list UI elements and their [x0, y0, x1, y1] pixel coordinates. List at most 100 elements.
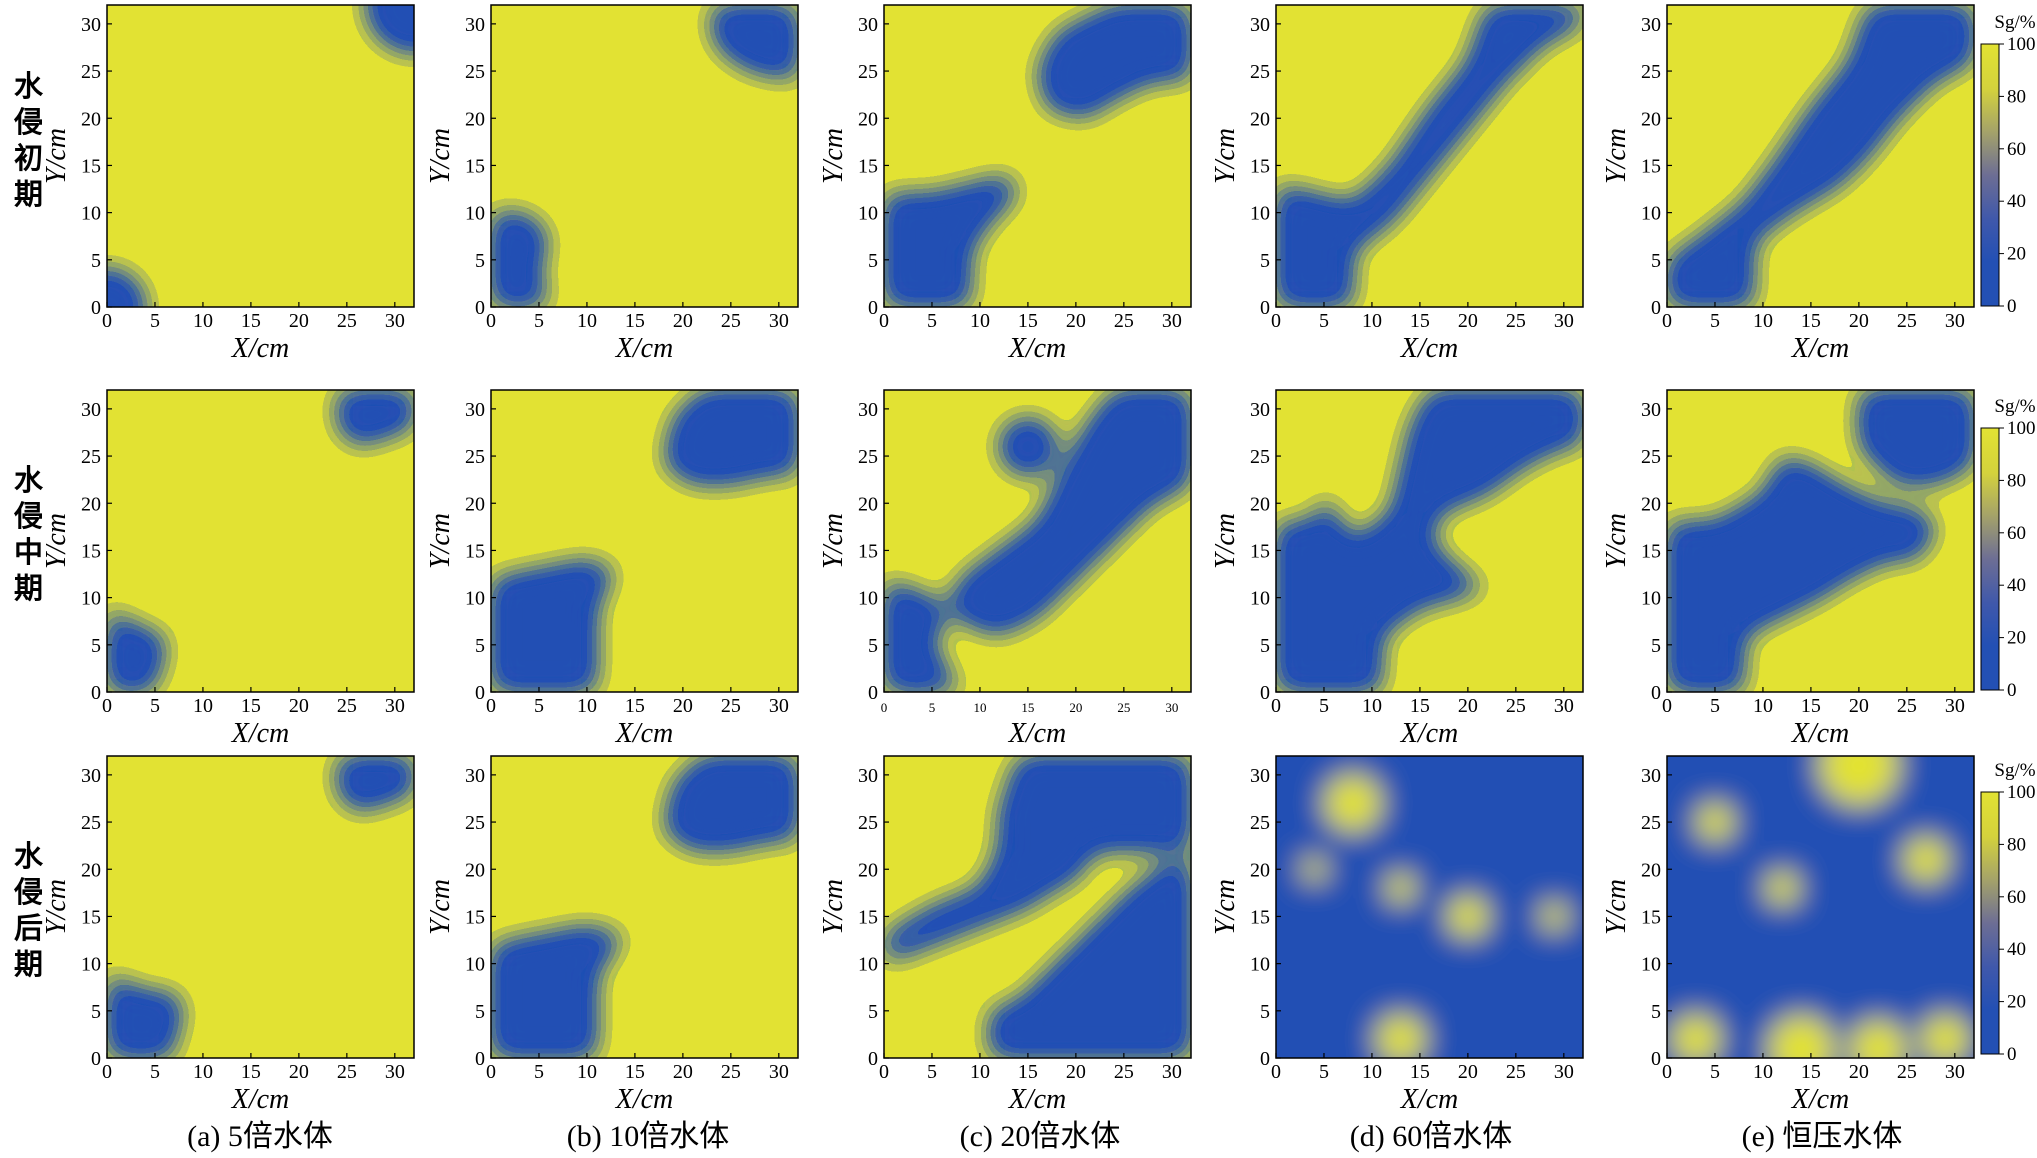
y-axis-label: Y/cm — [1601, 128, 1632, 184]
x-tick-label: 15 — [241, 695, 261, 717]
x-tick-label: 10 — [577, 1061, 597, 1083]
x-tick-label: 30 — [385, 695, 405, 717]
column-captions: (a) 5倍水体 (b) 10倍水体 (c) 20倍水体 (d) 60倍水体 (… — [187, 1120, 1902, 1153]
x-tick-label: 30 — [1945, 1061, 1965, 1083]
y-tick-label: 0 — [91, 297, 101, 319]
colorbar-tick-label: 80 — [2007, 86, 2026, 107]
x-tick-label: 25 — [721, 310, 741, 332]
y-tick-label: 0 — [475, 1048, 485, 1070]
x-tick-label: 5 — [534, 695, 544, 717]
y-axis-label: Y/cm — [41, 128, 72, 184]
row-label-2-char-4: 期 — [14, 572, 43, 605]
y-tick-label: 30 — [858, 765, 878, 787]
row-label-2-char-1: 水 — [14, 464, 44, 497]
x-tick-label: 0 — [1271, 310, 1281, 332]
panel-r2-c1: 0 5 10 15 20 25 30 0 5 10 15 20 25 30 X/cm Y/cm — [41, 389, 415, 749]
x-tick-label: 0 — [102, 695, 112, 717]
colorbars: Sg/%020406080100Sg/%020406080100Sg/%0204… — [1980, 12, 2036, 1065]
y-tick-label: 0 — [1651, 1048, 1661, 1070]
x-tick-label: 15 — [625, 1061, 645, 1083]
y-tick-label: 25 — [858, 61, 878, 83]
x-tick-label: 15 — [1018, 310, 1038, 332]
y-tick-label: 30 — [1250, 765, 1270, 787]
colorbar-tick-label: 60 — [2007, 139, 2026, 160]
x-tick-label: 10 — [1753, 1061, 1773, 1083]
plot-frame — [106, 4, 415, 308]
y-tick-label: 0 — [475, 297, 485, 319]
plot-frame — [1666, 4, 1975, 308]
y-tick-label: 15 — [81, 155, 101, 177]
x-tick-label: 20 — [1458, 310, 1478, 332]
x-axis-label: X/cm — [1791, 718, 1850, 749]
x-tick-label: 0 — [486, 695, 496, 717]
x-tick-label: 5 — [534, 1061, 544, 1083]
y-tick-label: 5 — [91, 1001, 101, 1023]
colorbar-tick-label: 40 — [2007, 939, 2026, 960]
x-tick-label: 30 — [769, 695, 789, 717]
y-tick-label: 15 — [1250, 906, 1270, 928]
x-axis-label: X/cm — [1400, 333, 1459, 364]
water-layer — [491, 756, 798, 1058]
plot-frame — [883, 4, 1192, 308]
x-tick-label: 0 — [879, 1061, 889, 1083]
colorbar-1: Sg/% 0 20 40 60 80 100 — [1980, 12, 2036, 317]
x-tick-label: 15 — [241, 310, 261, 332]
heatmap-panels: 0 5 10 15 20 25 30 0 5 10 15 20 25 30 X/cm Y/cm 0 5 10 15 20… — [41, 4, 1975, 1115]
saturation-field — [884, 5, 1191, 307]
gas-pocket-5 — [1767, 1014, 1835, 1058]
x-tick-label: 0 — [879, 310, 889, 332]
saturation-field — [491, 756, 798, 1058]
y-tick-label: 10 — [1641, 203, 1661, 225]
x-axis-label: X/cm — [1791, 333, 1850, 364]
row-label-1-char-4: 期 — [14, 178, 43, 211]
y-tick-label: 20 — [858, 108, 878, 130]
y-tick-label: 15 — [81, 540, 101, 562]
y-tick-label: 5 — [1260, 250, 1270, 272]
x-tick-label: 25 — [337, 310, 357, 332]
x-tick-label: 25 — [1506, 310, 1526, 332]
y-tick-label: 0 — [1651, 297, 1661, 319]
y-tick-label: 5 — [91, 635, 101, 657]
y-tick-label: 30 — [465, 14, 485, 36]
y-tick-label: 15 — [1250, 540, 1270, 562]
x-axis-label: X/cm — [231, 333, 290, 364]
water-layer — [491, 390, 798, 692]
x-axis-label: X/cm — [615, 1084, 674, 1115]
row-label-3-char-1: 水 — [14, 840, 44, 873]
x-tick-label: 0 — [102, 1061, 112, 1083]
colorbar-gradient — [1980, 791, 2000, 1055]
y-tick-label: 25 — [465, 61, 485, 83]
row-label-3-char-3: 后 — [14, 912, 43, 945]
x-tick-label: 10 — [577, 310, 597, 332]
water-layer — [107, 756, 414, 1058]
x-tick-label: 30 — [1165, 700, 1178, 715]
saturation-field — [1276, 5, 1583, 307]
y-tick-label: 10 — [1250, 203, 1270, 225]
y-tick-label: 5 — [1651, 250, 1661, 272]
saturation-field — [884, 756, 1191, 1058]
panel-r1-c5: 0 5 10 15 20 25 30 0 5 10 15 20 25 30 X/cm Y/cm — [1601, 4, 1975, 364]
x-tick-label: 25 — [1897, 310, 1917, 332]
panel-r3-c5: 0 5 10 15 20 25 30 0 5 10 15 20 25 30 X/cm Y/cm — [1601, 755, 1975, 1115]
x-tick-label: 15 — [241, 1061, 261, 1083]
y-tick-label: 30 — [81, 14, 101, 36]
plot-frame — [1666, 755, 1975, 1059]
x-tick-label: 25 — [1114, 1061, 1134, 1083]
water-zone-1 — [491, 212, 549, 307]
colorbar-tick-label: 100 — [2007, 782, 2036, 803]
colorbar-tick-label: 100 — [2007, 418, 2036, 439]
x-tick-label: 15 — [1801, 1061, 1821, 1083]
x-tick-label: 30 — [1162, 310, 1182, 332]
water-layer — [107, 390, 414, 692]
colorbar-title: Sg/% — [1994, 396, 2035, 417]
y-tick-label: 5 — [1260, 635, 1270, 657]
x-tick-label: 5 — [1710, 310, 1720, 332]
x-tick-label: 15 — [1021, 700, 1034, 715]
x-axis-label: X/cm — [1791, 1084, 1850, 1115]
x-tick-label: 15 — [1018, 1061, 1038, 1083]
x-axis-label: X/cm — [231, 1084, 290, 1115]
y-tick-label: 20 — [465, 859, 485, 881]
y-tick-label: 10 — [81, 954, 101, 976]
y-tick-label: 0 — [1260, 297, 1270, 319]
x-tick-label: 20 — [1849, 695, 1869, 717]
